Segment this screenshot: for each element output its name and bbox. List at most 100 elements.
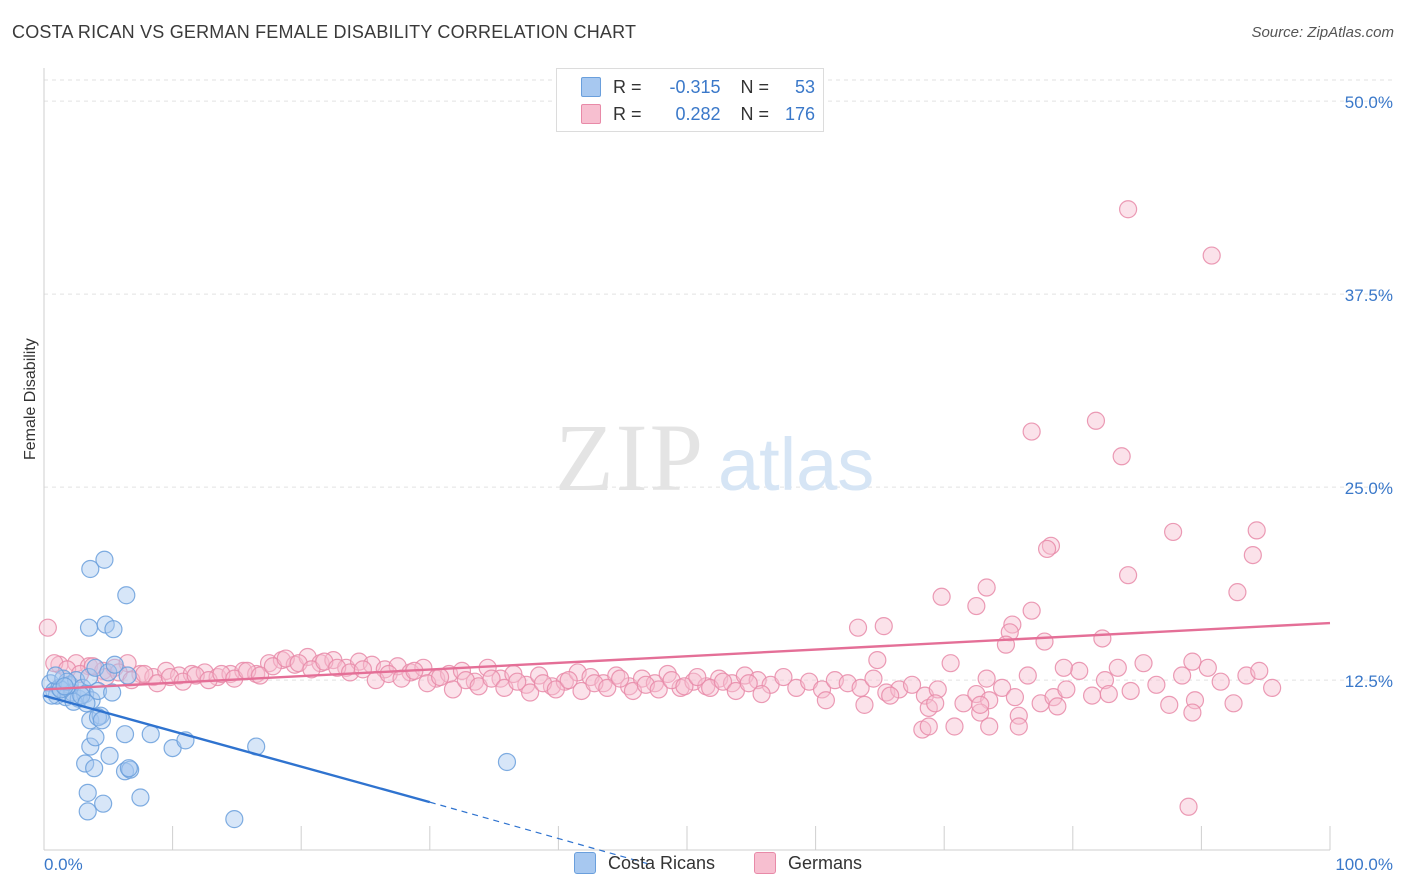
data-point [1054, 658, 1073, 677]
data-point [812, 680, 832, 699]
data-point [992, 678, 1012, 697]
data-point [1121, 681, 1140, 701]
data-point [1022, 422, 1041, 441]
legend-r-label: R = [613, 103, 642, 124]
data-point [225, 810, 244, 829]
data-point [1263, 678, 1282, 697]
bottom-legend-label: Costa Ricans [608, 852, 716, 873]
data-point [521, 683, 540, 702]
data-point [1035, 632, 1054, 651]
data-point [76, 754, 95, 773]
data-point [1093, 629, 1112, 648]
data-point [932, 587, 951, 606]
y-tick-label: 50.0% [1345, 93, 1393, 112]
data-point [928, 680, 947, 699]
data-point [864, 669, 883, 688]
data-point [81, 559, 100, 579]
data-point [919, 717, 938, 736]
data-point [1202, 246, 1221, 265]
tick-labels: 12.5% 25.0% 37.5% 50.0% 0.0% 100.0% [44, 93, 1393, 874]
data-point [1147, 675, 1166, 694]
trend-line-costa-ricans-extension [429, 801, 649, 865]
data-point [1070, 661, 1089, 680]
data-point [1118, 566, 1138, 585]
data-point [848, 618, 868, 637]
bottom-legend-label: Germans [788, 852, 863, 873]
legend-row-germans: R = 0.282 N = 176 [581, 102, 815, 126]
legend-swatch-costa-ricans [581, 77, 601, 97]
data-point [1164, 522, 1183, 542]
data-point [977, 669, 996, 688]
data-point [1095, 671, 1115, 690]
data-point [81, 737, 100, 756]
data-point [874, 617, 893, 636]
data-point [78, 783, 97, 802]
data-point [38, 618, 57, 637]
x-tick-label: 0.0% [44, 855, 83, 874]
data-point [1037, 539, 1057, 559]
grid-lines [44, 79, 1395, 681]
data-point [105, 655, 124, 674]
x-tick-label: 100.0% [1335, 855, 1393, 874]
data-point [611, 669, 630, 688]
data-point [1009, 706, 1028, 725]
axes [43, 68, 1331, 851]
data-point [1228, 583, 1247, 602]
data-point [1243, 545, 1262, 565]
source-label: Source: ZipAtlas.com [1251, 24, 1394, 41]
data-point [1160, 695, 1179, 714]
data-point [881, 686, 900, 705]
legend-r-label: R = [613, 76, 642, 97]
data-point [688, 667, 707, 687]
data-point [1183, 652, 1202, 671]
data-point [1173, 666, 1192, 685]
data-point [1118, 200, 1138, 219]
data-point [855, 695, 874, 714]
data-point [1099, 684, 1118, 704]
data-point [118, 666, 137, 685]
data-point [868, 650, 887, 670]
data-point [559, 671, 578, 690]
data-point [902, 675, 922, 694]
data-point [1048, 697, 1067, 716]
bottom-legend-costa-ricans: Costa Ricans [574, 852, 715, 874]
legend-n-value: 53 [795, 76, 816, 97]
data-point [1183, 703, 1202, 722]
data-point [980, 691, 999, 710]
trend-line-germans [43, 621, 1331, 691]
data-point [598, 678, 617, 697]
data-point [752, 684, 771, 704]
data-point [971, 703, 990, 722]
legend-row-costa-ricans: R = -0.315 N = 53 [581, 75, 815, 99]
data-point [1198, 658, 1217, 677]
y-tick-label: 25.0% [1345, 479, 1393, 498]
legend: R = -0.315 N = 53 R = 0.282 N = 176 [556, 68, 824, 132]
data-point [926, 694, 945, 713]
watermark: ZIP atlas [555, 404, 874, 511]
legend-swatch-germans [581, 104, 601, 124]
data-point [79, 618, 99, 637]
data-point [971, 695, 990, 714]
trend-lines [43, 621, 1331, 865]
data-point [95, 550, 114, 569]
data-point [675, 677, 694, 696]
data-point [774, 667, 793, 687]
data-point [497, 752, 517, 772]
data-point [1179, 797, 1198, 816]
y-tick-label: 12.5% [1345, 672, 1393, 691]
data-point [1057, 680, 1076, 699]
chart-title: COSTA RICAN VS GERMAN FEMALE DISABILITY … [12, 22, 637, 42]
data-point [1086, 411, 1106, 430]
legend-n-value: 176 [785, 103, 816, 124]
legend-r-value: 0.282 [675, 103, 721, 124]
data-point [104, 620, 123, 639]
data-point [85, 759, 104, 778]
data-point [55, 677, 74, 696]
data-point [1250, 661, 1269, 680]
data-point [430, 667, 450, 687]
data-points [38, 200, 1282, 829]
bottom-swatch-germans [754, 852, 776, 874]
data-point [739, 674, 758, 693]
legend-n-label: N = [740, 103, 770, 124]
